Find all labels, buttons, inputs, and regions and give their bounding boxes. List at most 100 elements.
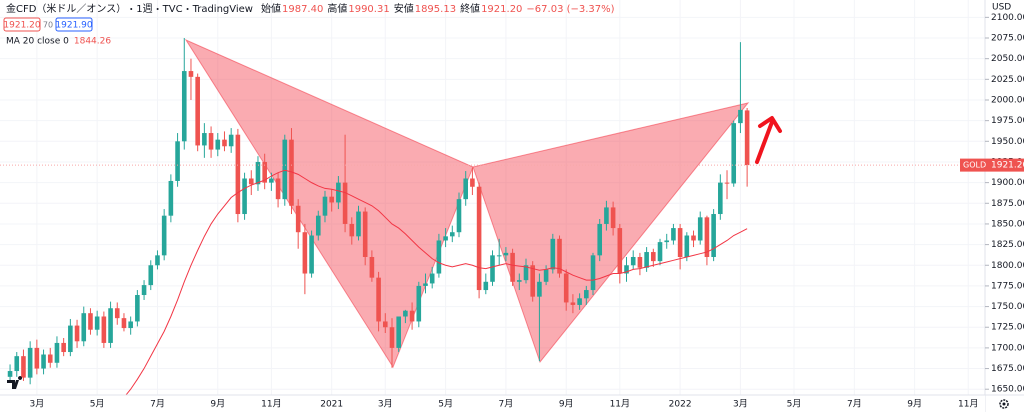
candle-body — [429, 273, 435, 284]
time-axis — [0, 395, 985, 412]
candle-body — [94, 316, 100, 330]
x-tick-label: 5月 — [438, 399, 453, 410]
change: −67.03 (−3.37%) — [526, 4, 614, 15]
candle-body — [416, 285, 422, 322]
ohlc-label: 高値 — [327, 2, 347, 15]
candle-body — [88, 313, 93, 330]
candle-body — [510, 252, 515, 282]
ohlc-value: 1987.40 — [282, 4, 323, 15]
symbol-label: GOLD — [963, 161, 986, 170]
settings-icon[interactable] — [999, 399, 1009, 409]
candle-body — [248, 178, 254, 185]
x-tick-label: 2022 — [669, 400, 692, 410]
candle-body — [718, 182, 723, 215]
settings-gear-center[interactable] — [1002, 402, 1006, 406]
ma-line — [123, 169, 748, 398]
x-tick-label: 9月 — [559, 399, 574, 410]
y-tick-label: 1700.00 — [991, 343, 1024, 353]
candle-body — [449, 232, 455, 237]
settings-gear[interactable] — [999, 399, 1009, 409]
candle-body — [637, 256, 643, 268]
candle-body — [389, 327, 395, 348]
ohlc-label: 始値 — [261, 2, 281, 15]
candle-body — [108, 308, 113, 343]
candle-body — [41, 354, 46, 369]
interval: 1週 — [136, 3, 152, 15]
candle-body — [604, 207, 609, 224]
y-tick-label: 2050.00 — [991, 54, 1024, 64]
candle-body — [490, 255, 495, 282]
y-tick-label: 2000.00 — [991, 95, 1024, 105]
candle-body — [195, 76, 200, 146]
x-tick-label: 2021 — [320, 400, 343, 410]
x-tick-label: 9月 — [907, 399, 922, 410]
candle-body — [215, 139, 221, 150]
candle-body — [47, 354, 53, 363]
separator-dot — [156, 8, 159, 10]
price-box — [986, 158, 1024, 172]
candle-body — [376, 277, 381, 322]
x-tick-label: 11月 — [610, 399, 630, 410]
candle-body — [409, 310, 415, 322]
candle-body — [155, 255, 160, 266]
y-tick-label: 1850.00 — [991, 219, 1024, 229]
ohlc-value: 1895.13 — [415, 4, 456, 15]
last-price-label: GOLD 1921.20 — [960, 158, 1024, 172]
separator-dot — [130, 8, 133, 10]
candle-body — [711, 214, 716, 257]
x-tick-label: 3月 — [378, 399, 393, 410]
y-tick-label: 1875.00 — [991, 199, 1024, 209]
candle-body — [68, 325, 73, 353]
candle-body — [282, 139, 288, 200]
candle-body — [235, 134, 241, 215]
ask-box — [55, 17, 93, 32]
candle-body — [644, 252, 649, 268]
candle-body — [523, 265, 529, 281]
candle-body — [436, 240, 442, 274]
candle-body — [141, 285, 147, 296]
ask: 1921.90 — [55, 21, 92, 31]
candle-body — [403, 310, 408, 317]
candle-body — [423, 283, 428, 286]
candle-body — [563, 273, 569, 303]
candle-body — [128, 321, 133, 329]
candle-body — [463, 178, 468, 200]
candle-body — [309, 235, 314, 274]
plot — [0, 38, 985, 398]
y-tick-label: 2025.00 — [991, 75, 1024, 85]
candle-body — [315, 215, 321, 236]
tv-logo-mark — [7, 376, 23, 389]
tv-logo — [7, 376, 23, 389]
candle-body — [14, 356, 20, 372]
candle-body — [550, 238, 556, 270]
y-tick-label: 1950.00 — [991, 137, 1024, 147]
candle-body — [738, 109, 743, 124]
y-tick-label: 1800.00 — [991, 261, 1024, 271]
separator-dot — [186, 8, 189, 10]
candle-body — [289, 139, 294, 206]
arrow-shaft — [755, 120, 774, 164]
x-tick-label: 3月 — [733, 399, 748, 410]
y-tick-label: 1750.00 — [991, 302, 1024, 312]
pattern-triangle — [472, 102, 750, 364]
indicator-name: MA 20 close 0 — [6, 37, 69, 47]
candle-body — [61, 342, 66, 353]
candle-body — [322, 196, 328, 216]
candle-body — [302, 232, 308, 274]
x-tick-label: 11月 — [261, 399, 281, 410]
candle-body — [724, 182, 730, 184]
candle-body — [577, 298, 582, 305]
candle-body — [228, 134, 234, 147]
candle-body — [624, 265, 629, 274]
candle-body — [222, 139, 227, 147]
candle-body — [584, 290, 589, 299]
x-tick-label: 3月 — [29, 399, 44, 410]
candle-body — [262, 161, 267, 183]
candle-body — [517, 280, 522, 282]
ohlc-value: 1921.20 — [481, 4, 522, 15]
candle-body — [590, 255, 596, 291]
candle-body — [275, 178, 281, 200]
candle-body — [34, 347, 40, 369]
bid-box — [3, 17, 41, 32]
